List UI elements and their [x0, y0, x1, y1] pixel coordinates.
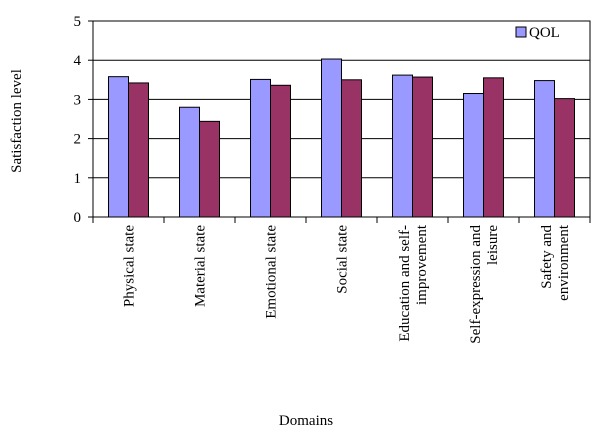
- x-tick-label-line: leisure: [485, 225, 501, 265]
- bar-series-2: [128, 82, 149, 218]
- y-tick-label: 5: [74, 14, 82, 30]
- bar-qol: [250, 78, 271, 218]
- y-tick-label: 0: [74, 210, 82, 226]
- x-tick-label-line: Physical state: [122, 225, 138, 307]
- bar-series-2: [483, 77, 504, 218]
- x-tick-label: Material state: [193, 225, 209, 307]
- x-axis-title: Domains: [279, 413, 333, 429]
- x-tick-label-line: Education and self-: [397, 225, 413, 342]
- bar-series-2: [270, 84, 291, 218]
- x-tick-label: Safety andenvironment: [539, 224, 572, 301]
- x-tick-label: Education and self-improvement: [397, 224, 430, 341]
- x-tick-label-line: improvement: [414, 224, 430, 305]
- x-tick-label-line: Material state: [193, 225, 209, 307]
- x-tick-label-line: Safety and: [539, 225, 555, 289]
- x-tick-label: Physical state: [122, 225, 138, 307]
- x-tick-label: Social state: [335, 225, 351, 294]
- bar-qol: [392, 74, 413, 218]
- y-tick-label: 4: [74, 53, 82, 69]
- y-tick-label: 3: [74, 92, 82, 108]
- x-tick-label-line: Social state: [335, 225, 351, 294]
- x-tick-label-line: environment: [556, 224, 572, 301]
- bar-qol: [108, 76, 129, 218]
- y-axis-title: Satisfaction level: [9, 69, 25, 173]
- x-tick-label-line: Emotional state: [264, 225, 280, 319]
- bar-qol: [463, 93, 484, 218]
- bar-qol: [321, 58, 342, 218]
- bar-series-2: [412, 76, 433, 218]
- legend-swatch: [515, 26, 527, 38]
- bar-qol: [179, 106, 200, 218]
- x-tick-label-line: Self-expression and: [468, 225, 484, 344]
- bar-series-2: [341, 79, 362, 218]
- bar-series-2: [199, 120, 220, 218]
- x-tick-label: Emotional state: [264, 225, 280, 319]
- y-tick-label: 1: [74, 171, 82, 187]
- x-tick-label: Self-expression andleisure: [468, 225, 501, 344]
- y-tick-label: 2: [74, 132, 82, 148]
- bar-series-2: [554, 98, 575, 218]
- bar-qol: [534, 80, 555, 218]
- legend-label: QOL: [529, 25, 560, 41]
